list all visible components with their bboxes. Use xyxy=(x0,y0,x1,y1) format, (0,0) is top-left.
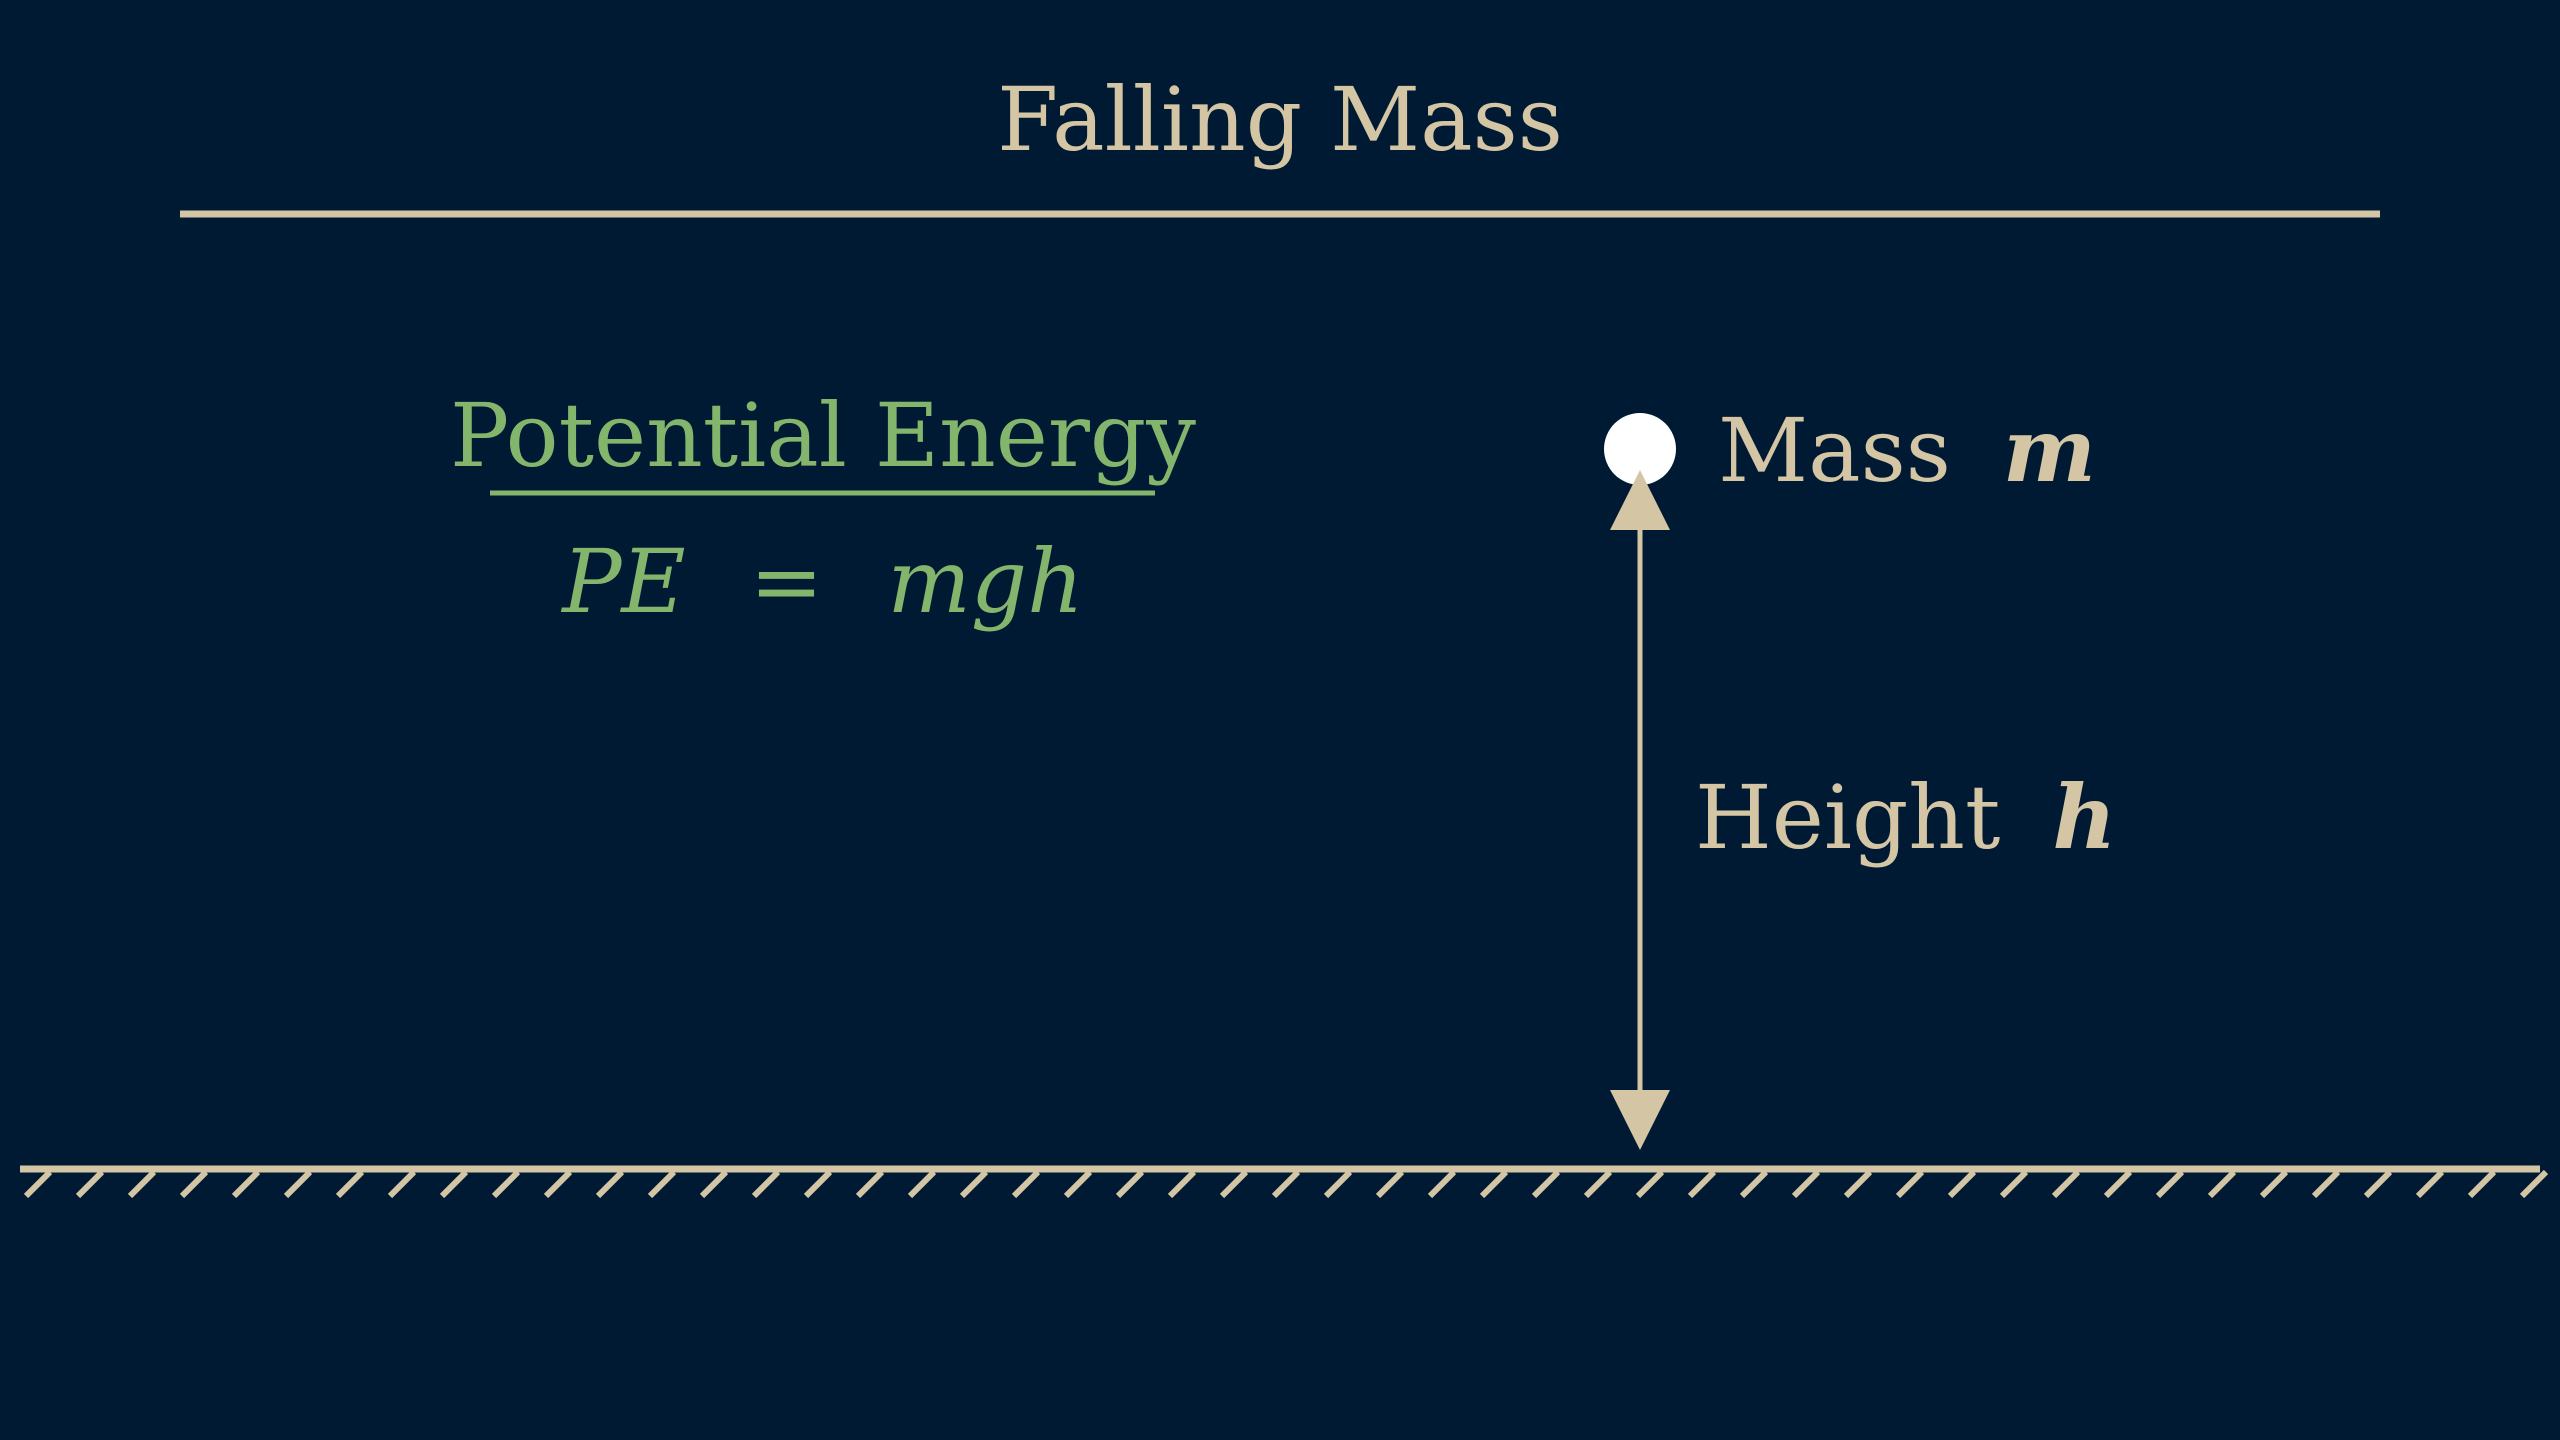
ground-hatch-mark xyxy=(595,1169,625,1199)
ground-hatch-mark xyxy=(1739,1169,1769,1199)
ground-hatch-mark xyxy=(1375,1169,1405,1199)
formula-equals: = xyxy=(750,530,824,633)
ground-hatch-mark xyxy=(2519,1169,2549,1199)
potential-energy-heading: Potential Energy xyxy=(450,384,1196,487)
ground-hatch-mark xyxy=(1843,1169,1873,1199)
height-label: Height h xyxy=(1695,765,2116,869)
ground-hatch-mark xyxy=(1323,1169,1353,1199)
ground-hatch-mark xyxy=(491,1169,521,1199)
ground-hatch-mark xyxy=(439,1169,469,1199)
ground-hatch-mark xyxy=(1791,1169,1821,1199)
ground-hatch-mark xyxy=(803,1169,833,1199)
ground-hatching xyxy=(23,1169,2549,1199)
ground-hatch-mark xyxy=(75,1169,105,1199)
ground-hatch-mark xyxy=(1115,1169,1145,1199)
mass-ball xyxy=(1604,413,1676,485)
ground-hatch-mark xyxy=(1999,1169,2029,1199)
ground-hatch-mark xyxy=(1531,1169,1561,1199)
height-symbol: h xyxy=(2052,765,2116,869)
ground-hatch-mark xyxy=(1583,1169,1613,1199)
ground-hatch-mark xyxy=(2103,1169,2133,1199)
ground-hatch-mark xyxy=(543,1169,573,1199)
ground-hatch-mark xyxy=(1219,1169,1249,1199)
ground-hatch-mark xyxy=(2415,1169,2445,1199)
ground-hatch-mark xyxy=(699,1169,729,1199)
ground-hatch-mark xyxy=(283,1169,313,1199)
ground-hatch-mark xyxy=(1479,1169,1509,1199)
ground-hatch-mark xyxy=(907,1169,937,1199)
ground-hatch-mark xyxy=(1271,1169,1301,1199)
ground-hatch-mark xyxy=(127,1169,157,1199)
ground-hatch-mark xyxy=(2155,1169,2185,1199)
mass-symbol: m xyxy=(2003,398,2096,502)
ground-hatch-mark xyxy=(1895,1169,1925,1199)
ground-hatch-mark xyxy=(1063,1169,1093,1199)
ground-hatch-mark xyxy=(2051,1169,2081,1199)
ground-hatch-mark xyxy=(2311,1169,2341,1199)
ground-hatch-mark xyxy=(23,1169,53,1199)
mass-label-text: Mass xyxy=(1718,399,1951,502)
formula-rhs: mgh xyxy=(887,530,1083,633)
ground-hatch-mark xyxy=(2363,1169,2393,1199)
ground-hatch-mark xyxy=(1167,1169,1197,1199)
potential-energy-formula: PE = mgh xyxy=(560,530,1084,633)
diagram-title: Falling Mass xyxy=(997,68,1563,171)
ground-hatch-mark xyxy=(335,1169,365,1199)
ground-hatch-mark xyxy=(231,1169,261,1199)
ground-hatch-mark xyxy=(2207,1169,2237,1199)
ground-hatch-mark xyxy=(751,1169,781,1199)
formula-lhs: PE xyxy=(560,530,685,633)
ground-hatch-mark xyxy=(1011,1169,1041,1199)
ground-hatch-mark xyxy=(2259,1169,2289,1199)
ground-hatch-mark xyxy=(1427,1169,1457,1199)
mass-label: Mass m xyxy=(1718,398,2096,502)
ground-hatch-mark xyxy=(387,1169,417,1199)
ground-hatch-mark xyxy=(179,1169,209,1199)
ground-hatch-mark xyxy=(1947,1169,1977,1199)
ground-hatch-mark xyxy=(1687,1169,1717,1199)
height-label-text: Height xyxy=(1695,766,2000,869)
ground-hatch-mark xyxy=(2467,1169,2497,1199)
ground-hatch-mark xyxy=(647,1169,677,1199)
ground-hatch-mark xyxy=(1635,1169,1665,1199)
ground-hatch-mark xyxy=(959,1169,989,1199)
ground-hatch-mark xyxy=(855,1169,885,1199)
